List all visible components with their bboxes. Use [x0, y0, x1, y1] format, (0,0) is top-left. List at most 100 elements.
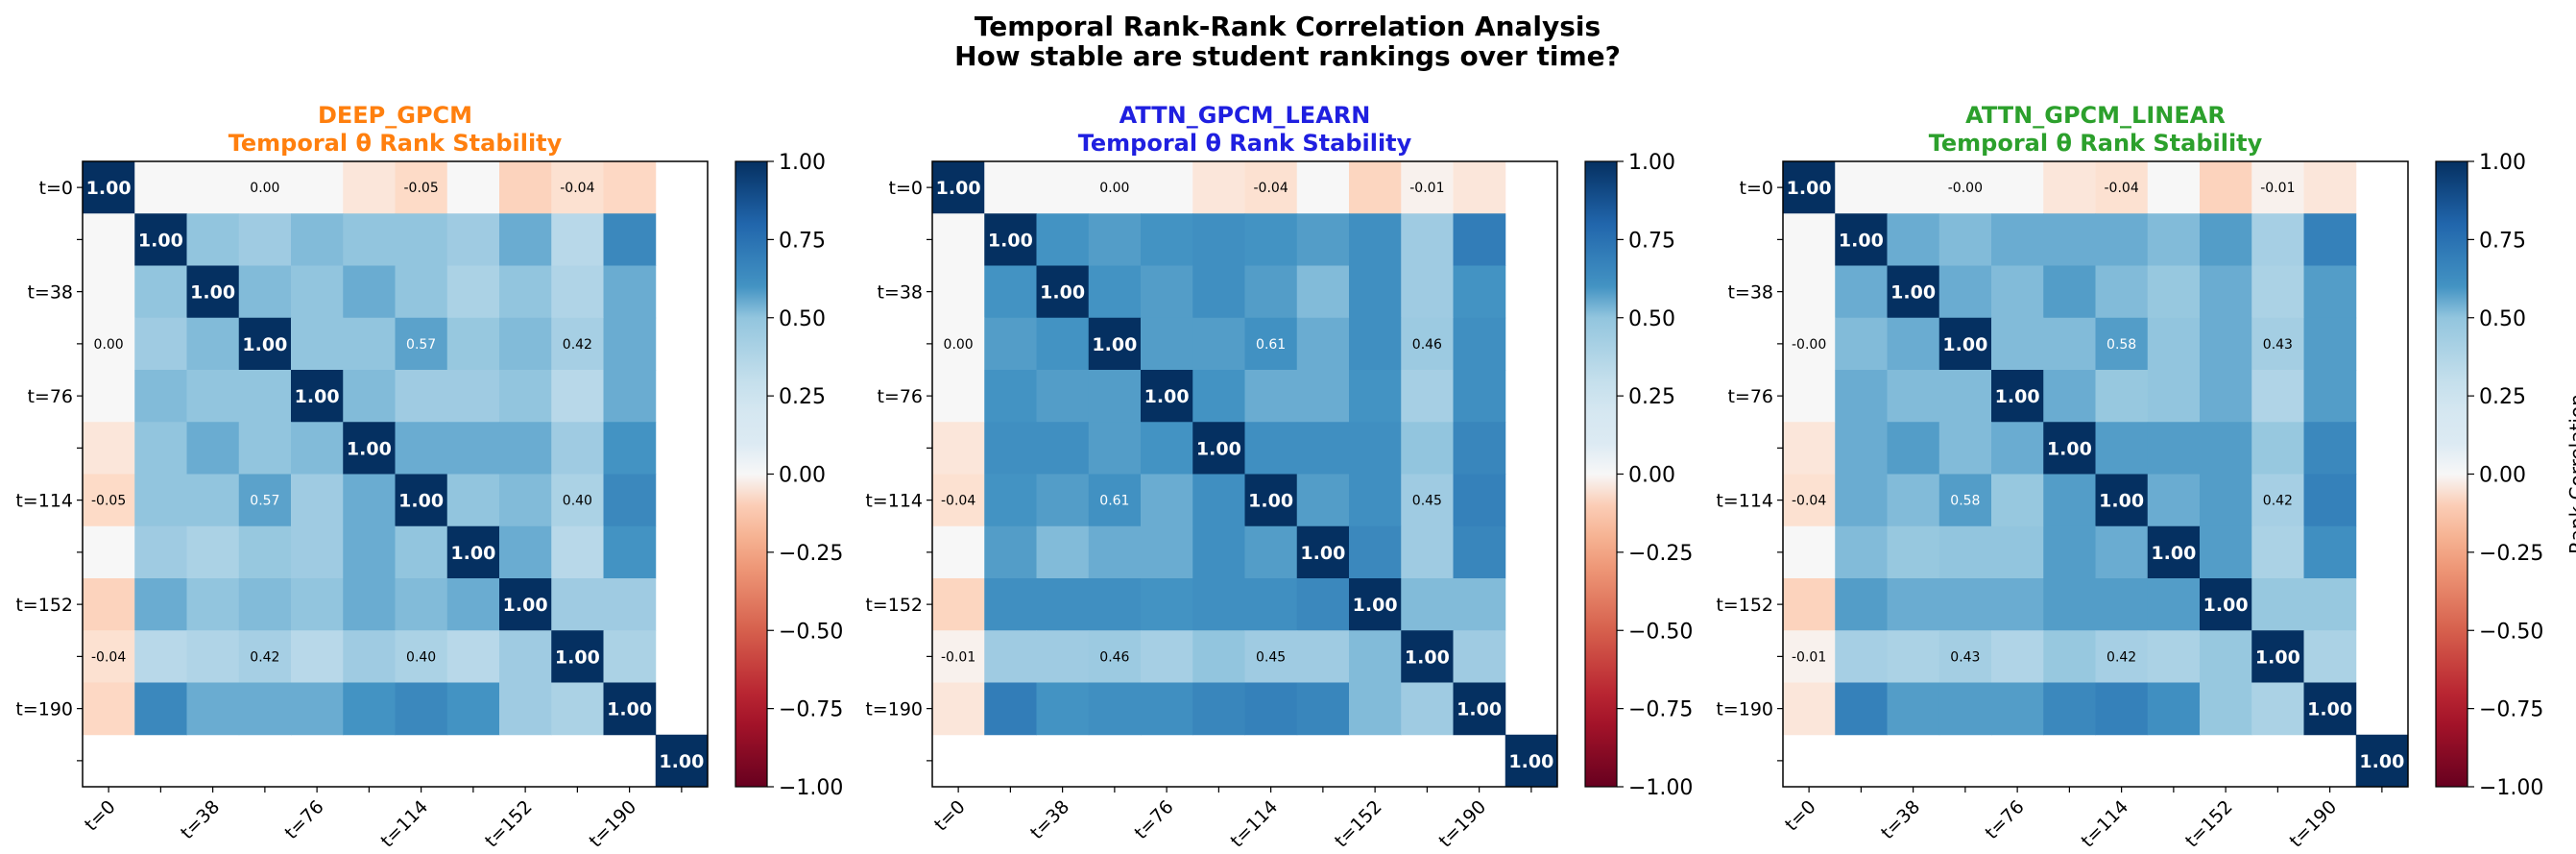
- heatmap-cell-attn-gpcm-learn-4-9: [1401, 370, 1454, 423]
- heatmap-cell-attn-gpcm-linear-5-3: [1938, 422, 1992, 475]
- cell-value-label-9-0: -0.01: [941, 649, 975, 665]
- heatmap-cell-attn-gpcm-linear-0-0: [1783, 161, 1836, 214]
- heatmap-cell-deep-gpcm-6-5: [343, 474, 396, 527]
- heatmap-cell-attn-gpcm-learn-10-1: [984, 682, 1037, 736]
- colorbar-tick-label-2: 0.50: [2479, 307, 2526, 331]
- heatmap-cell-deep-gpcm-7-1: [134, 525, 187, 579]
- colorbar-tick-label-8: −1.00: [2479, 776, 2543, 800]
- heatmap-cell-deep-gpcm-4-4: [291, 370, 344, 423]
- heatmap-cell-attn-gpcm-learn-0-9: [1401, 161, 1454, 214]
- cell-value-label-6-9: 0.42: [2263, 494, 2293, 509]
- heatmap-cell-deep-gpcm-4-7: [446, 370, 500, 423]
- heatmap-cell-deep-gpcm-0-8: [499, 161, 552, 214]
- heatmap-cell-deep-gpcm-8-9: [551, 578, 604, 631]
- heatmap-cell-deep-gpcm-2-6: [395, 265, 448, 319]
- heatmap-cell-deep-gpcm-3-7: [446, 317, 500, 371]
- heatmap-cell-deep-gpcm-0-10: [603, 161, 657, 214]
- heatmap-cell-attn-gpcm-learn-5-10: [1453, 422, 1506, 475]
- heatmap-cell-deep-gpcm-6-4: [291, 474, 344, 527]
- heatmap-cell-attn-gpcm-learn-2-6: [1244, 265, 1298, 319]
- heatmap-cell-deep-gpcm-1-9: [551, 213, 604, 266]
- heatmap-cell-attn-gpcm-learn-3-8: [1349, 317, 1402, 371]
- heatmap-cell-deep-gpcm-5-8: [499, 422, 552, 475]
- heatmap-cell-attn-gpcm-learn-8-8: [1349, 578, 1402, 631]
- x-tick-label-0: t=0: [1781, 796, 1820, 836]
- heatmap-cell-deep-gpcm-10-4: [291, 682, 344, 736]
- heatmap-cell-deep-gpcm-8-7: [446, 578, 500, 631]
- heatmap-cell-attn-gpcm-linear-6-7: [2147, 474, 2201, 527]
- heatmap-cell-attn-gpcm-linear-3-2: [1887, 317, 1940, 371]
- diagonal-label-9: 1.00: [1405, 647, 1450, 668]
- heatmap-cell-attn-gpcm-learn-5-0: [932, 422, 985, 475]
- heatmap-cell-attn-gpcm-learn-10-5: [1192, 682, 1245, 736]
- diagonal-label-1: 1.00: [1839, 230, 1884, 251]
- heatmap-cell-attn-gpcm-linear-8-2: [1887, 578, 1940, 631]
- heatmap-cell-attn-gpcm-linear-3-4: [1991, 317, 2044, 371]
- heatmap-cell-attn-gpcm-linear-4-0: [1783, 370, 1836, 423]
- heatmap-cell-attn-gpcm-learn-7-1: [984, 525, 1037, 579]
- heatmap-cell-attn-gpcm-linear-7-9: [2251, 525, 2304, 579]
- heatmap-cell-attn-gpcm-learn-7-3: [1088, 525, 1142, 579]
- heatmap-cell-attn-gpcm-linear-8-5: [2043, 578, 2096, 631]
- heatmap-cell-deep-gpcm-5-3: [238, 422, 292, 475]
- diagonal-label-5: 1.00: [1196, 438, 1241, 459]
- heatmap-cell-deep-gpcm-7-5: [343, 525, 396, 579]
- y-tick-label-3: t=114: [15, 491, 73, 512]
- heatmap-cell-attn-gpcm-learn-10-4: [1141, 682, 1193, 736]
- heatmap-cell-deep-gpcm-9-3: [238, 630, 292, 683]
- cell-value-label-0-6: -0.05: [404, 181, 439, 196]
- panel-title: ATTN_GPCM_LEARN: [1119, 102, 1371, 129]
- diagonal-label-6: 1.00: [1248, 491, 1293, 512]
- heatmap-cell-deep-gpcm-9-5: [343, 630, 396, 683]
- heatmap-cell-attn-gpcm-linear-5-2: [1887, 422, 1940, 475]
- heatmap-cell-attn-gpcm-learn-1-8: [1349, 213, 1402, 266]
- heatmap-cell-attn-gpcm-linear-9-10: [2303, 630, 2357, 683]
- heatmap-cell-deep-gpcm-8-2: [186, 578, 240, 631]
- colorbar-tick-label-8: −1.00: [779, 776, 843, 800]
- heatmap-cell-deep-gpcm-4-9: [551, 370, 604, 423]
- diagonal-label-2: 1.00: [1040, 282, 1085, 304]
- y-tick-label-4: t=152: [15, 595, 73, 616]
- panel-subtitle: Temporal θ Rank Stability: [229, 130, 563, 157]
- heatmap-cell-deep-gpcm-5-10: [603, 422, 657, 475]
- heatmap-cell-attn-gpcm-linear-3-6: [2095, 317, 2149, 371]
- heatmap-cell-deep-gpcm-5-2: [186, 422, 240, 475]
- diagonal-label-10: 1.00: [1457, 699, 1502, 720]
- heatmap-cell-attn-gpcm-learn-10-0: [932, 682, 985, 736]
- heatmap-cell-deep-gpcm-10-5: [343, 682, 396, 736]
- diagonal-label-7: 1.00: [450, 543, 495, 564]
- colorbar-tick-label-2: 0.50: [779, 307, 826, 331]
- diagonal-label-5: 1.00: [2047, 438, 2092, 459]
- heatmap-cell-deep-gpcm-7-8: [499, 525, 552, 579]
- heatmap-cell-deep-gpcm-0-4: [291, 161, 344, 214]
- heatmap-cell-attn-gpcm-linear-10-1: [1835, 682, 1888, 736]
- diagonal-label-11: 1.00: [2359, 751, 2404, 772]
- heatmap-cell-attn-gpcm-linear-8-1: [1835, 578, 1888, 631]
- heatmap-cell-attn-gpcm-linear-5-9: [2251, 422, 2304, 475]
- heatmap-cell-attn-gpcm-learn-0-7: [1296, 161, 1350, 214]
- heatmap-cell-attn-gpcm-learn-2-0: [932, 265, 985, 319]
- heatmap-cell-deep-gpcm-10-2: [186, 682, 240, 736]
- x-tick-label-3: t=114: [2077, 796, 2132, 852]
- heatmap-cell-attn-gpcm-learn-2-1: [984, 265, 1037, 319]
- heatmap-cell-attn-gpcm-linear-2-10: [2303, 265, 2357, 319]
- panel-title: ATTN_GPCM_LINEAR: [1965, 102, 2226, 129]
- colorbar-tick-label-3: 0.25: [2479, 385, 2526, 409]
- diagonal-label-3: 1.00: [1092, 334, 1137, 355]
- heatmap-cell-deep-gpcm-2-2: [186, 265, 240, 319]
- heatmap-cell-attn-gpcm-linear-10-7: [2147, 682, 2201, 736]
- heatmap-cell-attn-gpcm-linear-1-10: [2303, 213, 2357, 266]
- diagonal-label-9: 1.00: [555, 647, 600, 668]
- heatmap-cell-attn-gpcm-linear-7-0: [1783, 525, 1836, 579]
- heatmap-cell-attn-gpcm-learn-1-4: [1141, 213, 1193, 266]
- heatmap-cell-attn-gpcm-linear-3-5: [2043, 317, 2096, 371]
- heatmap-cell-attn-gpcm-learn-0-2: [1036, 161, 1090, 214]
- heatmap-cell-attn-gpcm-learn-7-0: [932, 525, 985, 579]
- heatmap-cell-attn-gpcm-linear-2-8: [2200, 265, 2252, 319]
- heatmap-cell-attn-gpcm-linear-4-9: [2251, 370, 2304, 423]
- panel-subtitle: Temporal θ Rank Stability: [1078, 130, 1412, 157]
- heatmap-cell-attn-gpcm-learn-7-9: [1401, 525, 1454, 579]
- heatmap-cell-deep-gpcm-7-3: [238, 525, 292, 579]
- diagonal-label-10: 1.00: [2307, 699, 2352, 720]
